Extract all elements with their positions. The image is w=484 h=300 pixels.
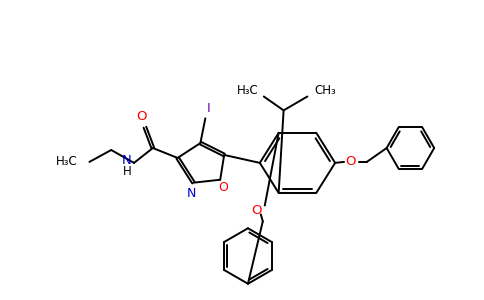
Text: H₃C: H₃C: [56, 155, 77, 168]
Text: CH₃: CH₃: [314, 84, 336, 97]
Text: N: N: [187, 187, 196, 200]
Text: O: O: [252, 204, 262, 217]
Text: O: O: [218, 181, 228, 194]
Text: O: O: [136, 110, 147, 123]
Text: H₃C: H₃C: [237, 84, 259, 97]
Text: N: N: [122, 154, 132, 167]
Text: H: H: [123, 165, 132, 178]
Text: I: I: [207, 102, 210, 115]
Text: O: O: [346, 155, 356, 168]
